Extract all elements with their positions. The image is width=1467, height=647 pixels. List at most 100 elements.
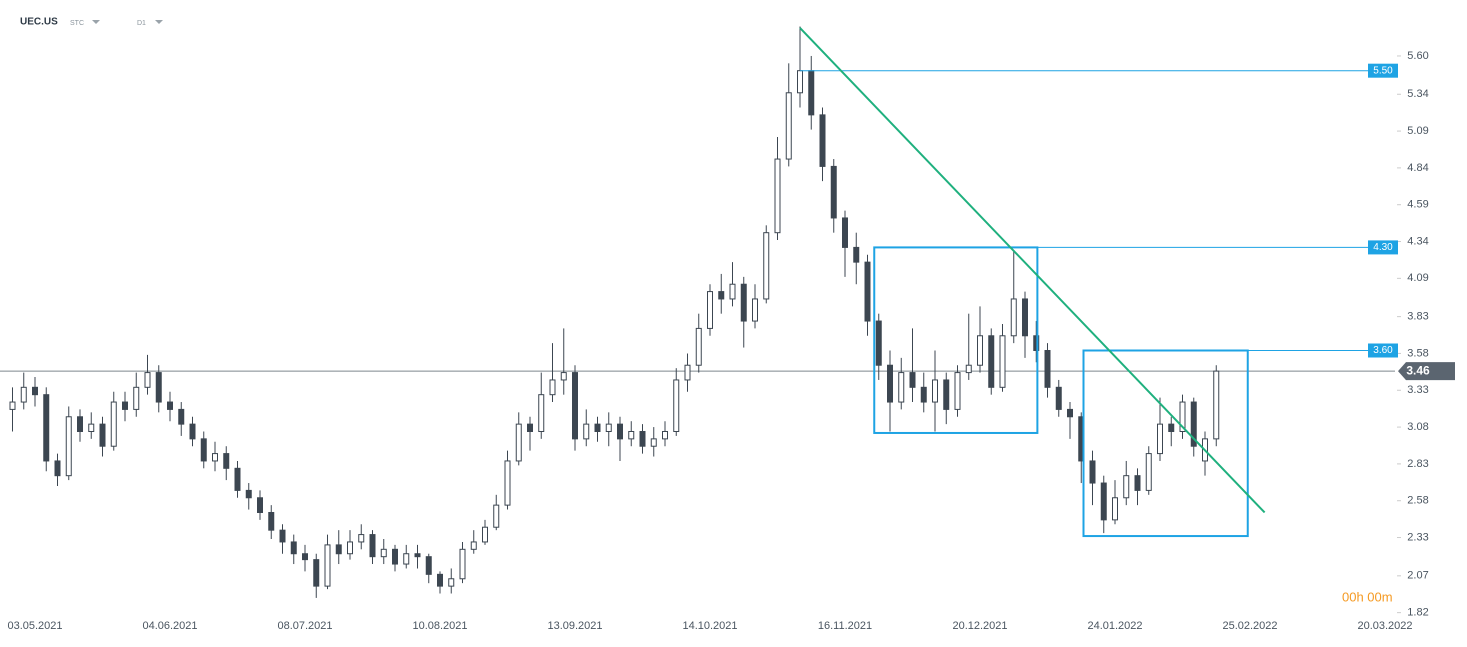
candle-body xyxy=(864,261,871,322)
candle-body xyxy=(99,423,106,447)
candle-body xyxy=(707,291,713,329)
symbol[interactable]: UEC.US xyxy=(20,17,58,28)
candle-body xyxy=(774,158,781,234)
candle-body xyxy=(572,372,578,440)
candle-body xyxy=(110,401,117,447)
candle-body xyxy=(178,408,185,425)
candle-body xyxy=(830,165,837,219)
candle-body xyxy=(763,232,770,300)
candle-body xyxy=(403,553,410,565)
candle-body xyxy=(20,386,27,403)
y-tick-label: 3.33 xyxy=(1407,384,1428,396)
candle-body xyxy=(9,401,16,410)
candle-body xyxy=(898,372,905,403)
candle-body xyxy=(313,559,320,587)
y-tick-label: 5.09 xyxy=(1407,125,1428,137)
candle-body xyxy=(842,217,848,248)
y-tick-label: 4.84 xyxy=(1407,162,1428,174)
y-tick-label: 5.34 xyxy=(1407,88,1428,100)
candle-body xyxy=(369,534,376,558)
candle-body xyxy=(594,423,601,432)
x-tick-label: 10.08.2021 xyxy=(412,620,467,632)
candle-body xyxy=(920,386,927,403)
x-tick-label: 20.12.2021 xyxy=(952,620,1007,632)
candle-body xyxy=(943,379,950,410)
candle-body xyxy=(1157,423,1163,455)
candle-body xyxy=(639,430,646,447)
candle-body xyxy=(212,453,218,462)
range-box xyxy=(873,246,1039,434)
candle-body xyxy=(392,548,398,565)
candle-body xyxy=(504,460,511,506)
last-price-label: 3.46 xyxy=(1406,363,1430,377)
candle-body xyxy=(875,320,882,366)
candle-body xyxy=(290,541,297,555)
candle-body xyxy=(88,423,95,432)
candle-body xyxy=(482,526,488,543)
dropdown-arrow[interactable] xyxy=(92,20,100,24)
x-tick-label: 16.11.2021 xyxy=(818,620,872,632)
candle-body xyxy=(425,556,432,575)
interval[interactable]: D1 xyxy=(137,20,146,27)
candle-body xyxy=(1123,475,1130,499)
candle-body xyxy=(1213,370,1220,440)
candle-body xyxy=(1134,475,1141,491)
candle-body xyxy=(887,364,893,403)
candle-body xyxy=(347,541,353,555)
level-tag xyxy=(1368,240,1398,255)
candle-body xyxy=(808,70,815,116)
candle-body xyxy=(1179,401,1186,432)
candle-body xyxy=(234,467,241,491)
candle-body xyxy=(662,430,668,440)
candle-body xyxy=(988,335,995,388)
candle-body xyxy=(32,386,38,396)
candle-body xyxy=(752,298,758,322)
level-tag xyxy=(1368,343,1398,358)
candle-body xyxy=(1055,386,1062,410)
x-tick-label: 20.03.2022 xyxy=(1357,620,1412,632)
candle-body xyxy=(302,553,308,561)
candle-body xyxy=(718,291,725,300)
candle-body xyxy=(999,335,1006,388)
x-tick-label: 14.10.2021 xyxy=(682,620,737,632)
y-tick-label: 2.83 xyxy=(1407,458,1428,470)
candle-body xyxy=(1022,298,1028,337)
candle-body xyxy=(583,423,590,440)
x-tick-label: 24.01.2022 xyxy=(1087,620,1142,632)
candle-body xyxy=(617,423,623,440)
y-tick-label: 2.58 xyxy=(1407,495,1428,507)
dropdown-arrow[interactable] xyxy=(155,20,163,24)
candle-body xyxy=(268,511,275,531)
y-tick-label: 4.09 xyxy=(1407,272,1428,284)
source[interactable]: STC xyxy=(70,20,84,27)
candle-body xyxy=(448,578,455,587)
candle-body xyxy=(1190,401,1197,447)
x-tick-label: 04.06.2021 xyxy=(142,620,197,632)
candle-body xyxy=(189,423,196,440)
x-tick-label: 25.02.2022 xyxy=(1222,620,1277,632)
candle-body xyxy=(797,70,803,94)
y-tick-label: 1.82 xyxy=(1407,607,1428,619)
candle-body xyxy=(853,246,860,263)
candle-body xyxy=(65,416,72,477)
level-tag xyxy=(1368,63,1398,78)
candle-body xyxy=(527,423,533,432)
candle-body xyxy=(257,497,263,513)
candle-body xyxy=(977,335,983,366)
candle-body xyxy=(324,544,331,587)
y-tick-label: 3.08 xyxy=(1407,421,1428,433)
level-label: 3.60 xyxy=(1373,345,1393,356)
candle-body xyxy=(560,372,567,381)
candle-body xyxy=(1067,408,1073,418)
candle-body xyxy=(335,544,342,555)
y-tick-label: 4.59 xyxy=(1407,199,1428,211)
candle-body xyxy=(673,379,680,432)
y-tick-label: 2.07 xyxy=(1407,570,1428,582)
level-label: 5.50 xyxy=(1373,65,1393,76)
candle-body xyxy=(144,372,151,388)
y-tick-label: 3.83 xyxy=(1407,311,1428,323)
candle-body xyxy=(245,489,252,499)
x-tick-label: 08.07.2021 xyxy=(277,620,332,632)
candle-body xyxy=(954,372,961,410)
